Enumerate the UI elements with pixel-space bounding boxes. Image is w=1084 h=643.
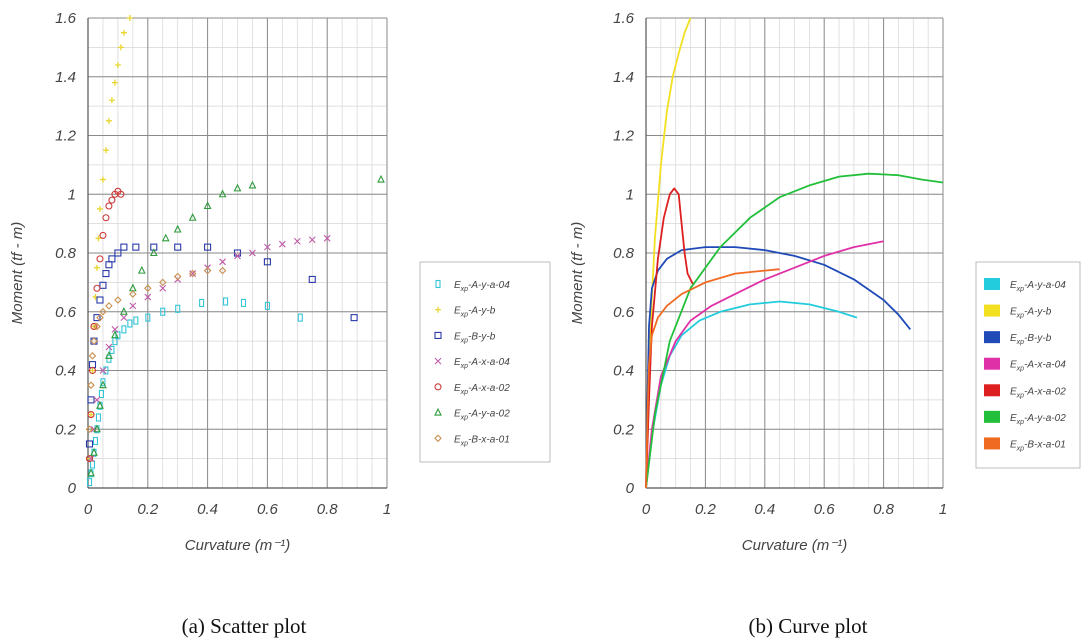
y-tick-label: 1 — [626, 186, 634, 203]
x-tick-label: 0.6 — [257, 501, 279, 518]
y-tick-label: 0.8 — [613, 245, 635, 262]
scatter-point — [118, 44, 124, 50]
scatter-point — [109, 256, 115, 262]
legend-swatch — [984, 358, 1000, 370]
y-tick-label: 0.4 — [613, 363, 634, 380]
x-tick-label: 1 — [383, 501, 391, 518]
scatter-point — [89, 362, 95, 368]
scatter-point — [96, 414, 100, 421]
scatter-point — [97, 256, 103, 262]
scatter-point — [112, 332, 118, 338]
legend-swatch — [984, 384, 1000, 396]
legend-swatch — [984, 437, 1000, 449]
y-tick-label: 1.4 — [613, 69, 634, 86]
scatter-point — [115, 62, 121, 68]
scatter-point — [121, 30, 127, 36]
caption-scatter-plot: (a) Scatter plot — [182, 614, 307, 638]
scatter-point — [106, 262, 112, 268]
y-tick-label: 1.6 — [613, 10, 635, 27]
scatter-point — [100, 177, 106, 183]
scatter-point — [86, 441, 92, 447]
scatter-point — [121, 315, 127, 321]
scatter-point — [89, 353, 95, 359]
x-tick-label: 0.8 — [317, 501, 339, 518]
scatter-point — [128, 320, 132, 327]
scatter-point — [106, 203, 112, 209]
y-tick-label: 1.6 — [55, 10, 77, 27]
x-axis-title: Curvature (m⁻¹) — [742, 537, 847, 554]
scatter-point — [97, 206, 103, 212]
scatter-point — [224, 298, 228, 305]
scatter-point — [90, 461, 94, 468]
y-tick-label: 0.6 — [613, 304, 635, 321]
scatter-point — [112, 80, 118, 86]
scatter-point — [103, 147, 109, 153]
scatter-point — [139, 267, 145, 273]
x-tick-label: 0.4 — [197, 501, 218, 518]
scatter-point — [97, 297, 103, 303]
scatter-point — [127, 15, 133, 21]
scatter-point — [106, 344, 112, 350]
x-tick-label: 0.2 — [137, 501, 159, 518]
x-tick-label: 1 — [939, 501, 947, 518]
series-line — [646, 302, 857, 489]
x-tick-label: 0 — [84, 501, 93, 518]
scatter-point — [351, 315, 357, 321]
y-tick-label: 0.2 — [613, 421, 635, 438]
x-tick-label: 0.6 — [814, 501, 836, 518]
legend-swatch — [984, 305, 1000, 317]
scatter-point — [121, 244, 127, 250]
series-line — [646, 247, 910, 488]
scatter-point — [298, 314, 302, 321]
y-tick-label: 1.2 — [613, 128, 635, 145]
y-tick-label: 1.2 — [55, 128, 77, 145]
y-tick-label: 0 — [626, 480, 635, 497]
scatter-point — [163, 235, 169, 241]
scatter-point — [106, 118, 112, 124]
y-tick-label: 0.4 — [55, 363, 76, 380]
curve-plot-panel: 0 0.2 0.4 0.6 0.8 1 0 0.2 0.4 0.6 0.8 1 1.2 1.4 1.6 Cur… — [569, 10, 1080, 554]
scatter-point — [94, 265, 100, 271]
series-line — [646, 269, 780, 488]
scatter-point — [93, 438, 97, 445]
y-tick-label: 0.2 — [55, 421, 77, 438]
y-tick-label: 1 — [68, 186, 76, 203]
scatter-point — [378, 176, 384, 182]
y-tick-label: 0.6 — [55, 304, 77, 321]
legend-swatch — [984, 411, 1000, 423]
x-axis-title: Curvature (m⁻¹) — [185, 537, 290, 554]
x-tick-label: 0.8 — [873, 501, 895, 518]
scatter-point — [109, 97, 115, 103]
scatter-point — [241, 299, 245, 306]
legend-swatch — [984, 278, 1000, 290]
scatter-point — [88, 382, 94, 388]
y-tick-label: 1.4 — [55, 69, 76, 86]
scatter-plot-panel: 0 0.2 0.4 0.6 0.8 1 0 0.2 0.4 0.6 0.8 1 1.2 1.4 1.6 Cur… — [9, 10, 550, 554]
x-tick-label: 0 — [642, 501, 651, 518]
x-tick-label: 0.4 — [754, 501, 775, 518]
scatter-point — [103, 271, 109, 277]
scatter-point — [109, 197, 115, 203]
y-tick-label: 0.8 — [55, 245, 77, 262]
scatter-point — [133, 244, 139, 250]
scatter-point — [103, 215, 109, 221]
scatter-point — [106, 303, 112, 309]
scatter-point — [94, 285, 100, 291]
y-axis-title: Moment (tf - m) — [569, 222, 586, 325]
scatter-point — [134, 317, 138, 324]
series-line — [646, 188, 694, 488]
x-tick-label: 0.2 — [695, 501, 717, 518]
y-tick-label: 0 — [68, 480, 77, 497]
scatter-point — [122, 326, 126, 333]
caption-curve-plot: (b) Curve plot — [749, 614, 868, 638]
scatter-point — [200, 299, 204, 306]
y-axis-title: Moment (tf - m) — [9, 222, 26, 325]
legend-swatch — [984, 331, 1000, 343]
